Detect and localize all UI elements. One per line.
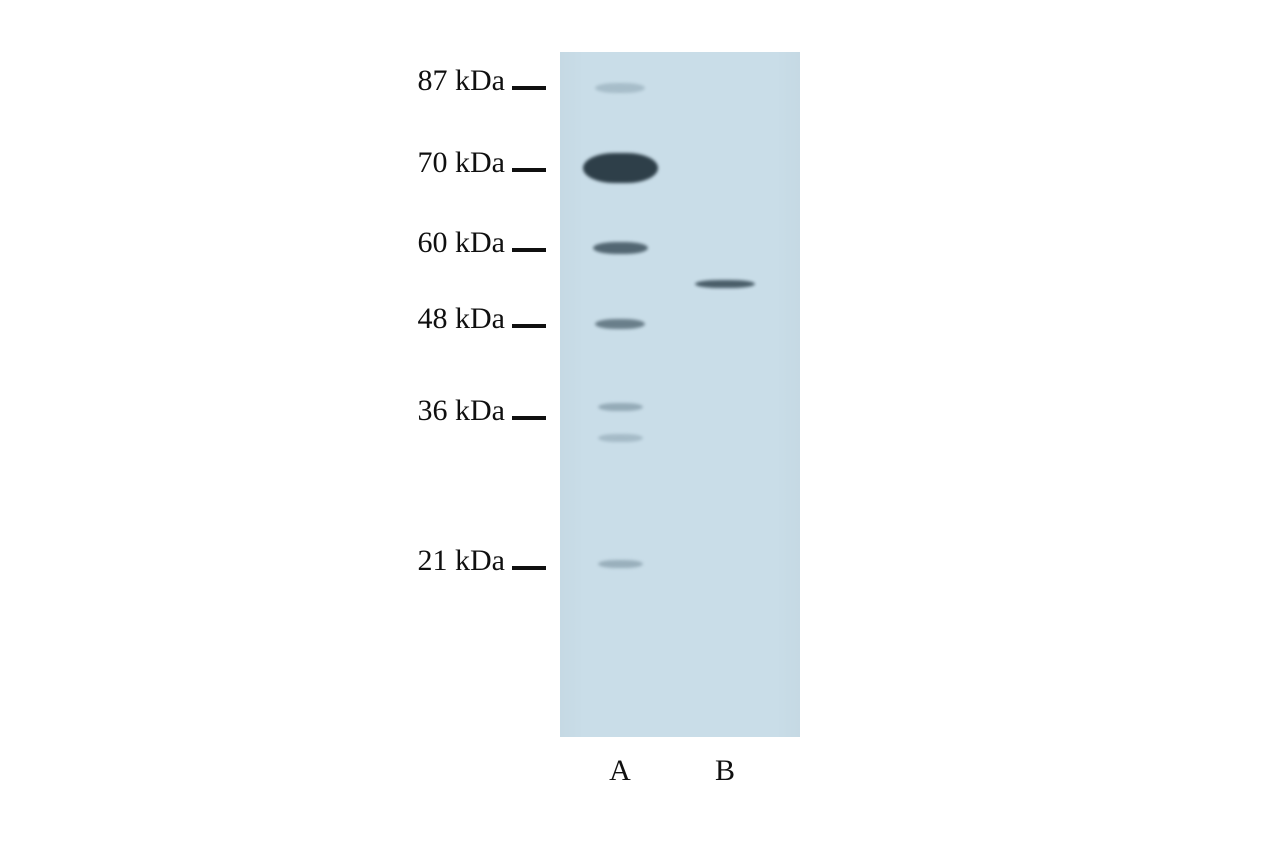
mw-marker-tick	[512, 248, 546, 252]
mw-marker-label: 70 kDa	[330, 146, 505, 180]
mw-marker-label: 21 kDa	[330, 544, 505, 578]
protein-band	[595, 83, 645, 93]
mw-marker-tick	[512, 324, 546, 328]
mw-marker-tick	[512, 86, 546, 90]
mw-marker-label: 48 kDa	[330, 302, 505, 336]
protein-band	[695, 280, 755, 288]
mw-marker-label: 60 kDa	[330, 226, 505, 260]
mw-marker-label: 36 kDa	[330, 394, 505, 428]
lane-label-a: A	[605, 754, 635, 788]
protein-band	[593, 242, 648, 254]
mw-marker-tick	[512, 416, 546, 420]
protein-band	[598, 403, 643, 411]
mw-marker-tick	[512, 168, 546, 172]
mw-marker-label: 87 kDa	[330, 64, 505, 98]
protein-band	[583, 153, 658, 183]
mw-marker-tick	[512, 566, 546, 570]
protein-band	[598, 560, 643, 568]
protein-band	[598, 434, 643, 442]
protein-band	[595, 319, 645, 329]
lane-label-b: B	[710, 754, 740, 788]
